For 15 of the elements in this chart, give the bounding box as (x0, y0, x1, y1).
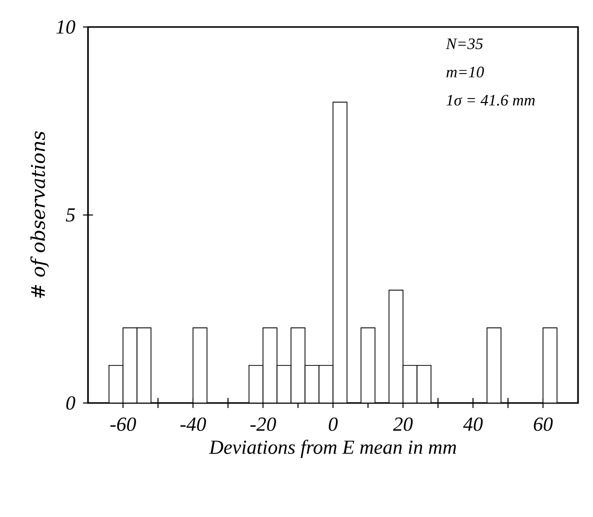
x-tick-label: -60 (110, 417, 136, 431)
x-axis-title: Deviations from E mean in mm (208, 440, 456, 458)
y-tick-label: 0 (66, 396, 76, 410)
annotation: N=35 (446, 38, 483, 50)
y-tick-label: 5 (66, 208, 75, 222)
annotation: 1σ = 41.6 mm (446, 94, 535, 106)
x-tick-label: -40 (180, 417, 206, 431)
x-tick-label: 60 (534, 417, 553, 431)
annotation: m=10 (446, 66, 484, 78)
x-tick-label: -20 (250, 417, 276, 431)
y-axis-title: # of observations (30, 131, 49, 298)
x-tick-label: 40 (463, 417, 483, 431)
y-tick-label: 10 (56, 20, 76, 34)
x-tick-label: 0 (328, 417, 338, 431)
x-tick-label: 20 (393, 417, 413, 431)
